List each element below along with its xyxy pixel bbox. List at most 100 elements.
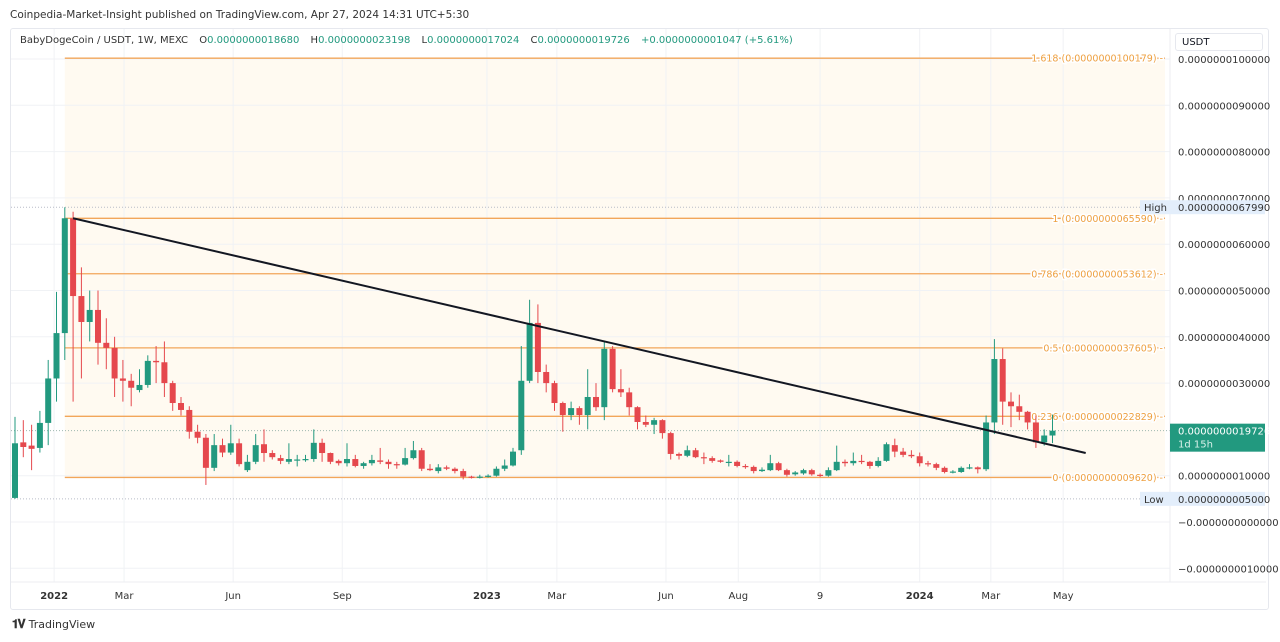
candle-body [850, 460, 857, 464]
candle-up [651, 417, 658, 435]
candle-down [202, 434, 209, 485]
candle-down [858, 454, 865, 465]
candle-body [427, 468, 433, 471]
candle-up [684, 445, 691, 458]
candle-up [302, 454, 309, 462]
candle-down [178, 396, 184, 416]
candle-down [626, 387, 633, 416]
candle-down [734, 460, 741, 468]
candle-body [385, 461, 392, 465]
change-value: +0.0000000001047 (+5.61%) [640, 35, 793, 46]
candle-down [427, 464, 433, 472]
candle-body [202, 437, 209, 468]
candle-up [344, 443, 350, 467]
candle-body [53, 333, 60, 379]
bar-countdown: 1d 15h [1178, 440, 1213, 451]
candle-up [833, 445, 840, 472]
candle-down [352, 454, 359, 468]
candle-body [12, 443, 18, 498]
candle-down [385, 459, 392, 469]
candle-body [227, 443, 234, 453]
candle-body [144, 360, 151, 385]
candle-down [161, 341, 168, 397]
candle-up [875, 457, 882, 468]
candle-body [294, 459, 301, 461]
candle-body [178, 403, 184, 410]
price-axis-label: 0.0000000010000 [1178, 472, 1270, 483]
candle-down [1032, 415, 1039, 448]
time-axis-label: Jun [224, 591, 241, 602]
candle-body [169, 383, 176, 404]
candle-up [476, 474, 483, 479]
candle-body [526, 322, 533, 381]
candle-body [974, 467, 981, 470]
candle-down [667, 431, 674, 460]
candle-up [61, 207, 68, 360]
candle-body [186, 409, 193, 432]
fib-level-label: 0.5 (0.0000000037605) - [1043, 343, 1163, 354]
candle-body [900, 451, 907, 455]
candle-up [883, 442, 890, 462]
candle-down [999, 348, 1006, 425]
candle-down [908, 450, 915, 459]
candle-body [925, 463, 931, 465]
fib-level-label: 1 (0.0000000065590) - [1052, 214, 1163, 225]
candle-up [136, 369, 143, 393]
candle-body [136, 384, 143, 391]
candle-down [941, 466, 948, 474]
low-badge-label: Low [1144, 495, 1164, 506]
candle-body [568, 408, 575, 416]
candle-body [1024, 411, 1031, 423]
candle-body [510, 451, 516, 466]
time-axis-label: Aug [729, 591, 749, 602]
candle-body [817, 474, 824, 476]
candle-body [742, 465, 749, 468]
candle-down [451, 467, 458, 474]
candle-body [161, 362, 168, 384]
last-price-badge [1170, 423, 1265, 452]
candle-body [360, 463, 367, 466]
candle-up [991, 339, 998, 435]
candle-body [858, 460, 865, 463]
candle-down [78, 267, 85, 379]
candle-down [700, 452, 707, 465]
close-label: C [530, 35, 538, 46]
candle-body [700, 457, 707, 459]
candle-up [435, 464, 442, 474]
candle-body [759, 469, 765, 472]
candle-down [593, 383, 599, 411]
candle-up [211, 434, 218, 472]
candle-body [958, 467, 965, 472]
candle-down [534, 304, 541, 384]
candle-body [377, 460, 384, 462]
price-axis-label: 0.0000000100000 [1178, 55, 1270, 66]
candle-down [576, 406, 583, 425]
candle-up [12, 416, 18, 499]
candle-up [86, 290, 93, 342]
currency-button[interactable]: USDT [1175, 33, 1263, 51]
candle-body [783, 470, 790, 475]
high-value: 0.0000000023198 [318, 35, 411, 46]
candle-body [244, 461, 251, 471]
high-badge-value: 0.0000000067990 [1178, 203, 1270, 214]
candle-body [684, 450, 691, 456]
candle-down [551, 380, 558, 411]
candle-body [418, 450, 425, 469]
time-axis-label: Sep [333, 591, 352, 602]
price-axis-label: 0.0000000090000 [1178, 101, 1270, 112]
tradingview-logo[interactable]: 𝟏𝐕 TradingView [12, 617, 95, 632]
fib-level-label: 0 (0.0000000009620) - [1052, 473, 1163, 484]
candle-body [45, 378, 52, 423]
candle-body [933, 464, 940, 468]
candle-body [119, 378, 126, 381]
candle-up [1049, 414, 1056, 444]
candle-up [584, 369, 591, 430]
candle-up [510, 447, 516, 467]
candle-body [153, 360, 160, 363]
candle-body [319, 442, 326, 454]
candle-body [393, 464, 400, 466]
trendline [72, 217, 1086, 454]
symbol-title[interactable]: BabyDogeCoin / USDT, 1W, MEXC [20, 35, 189, 46]
candle-body [1008, 401, 1014, 407]
